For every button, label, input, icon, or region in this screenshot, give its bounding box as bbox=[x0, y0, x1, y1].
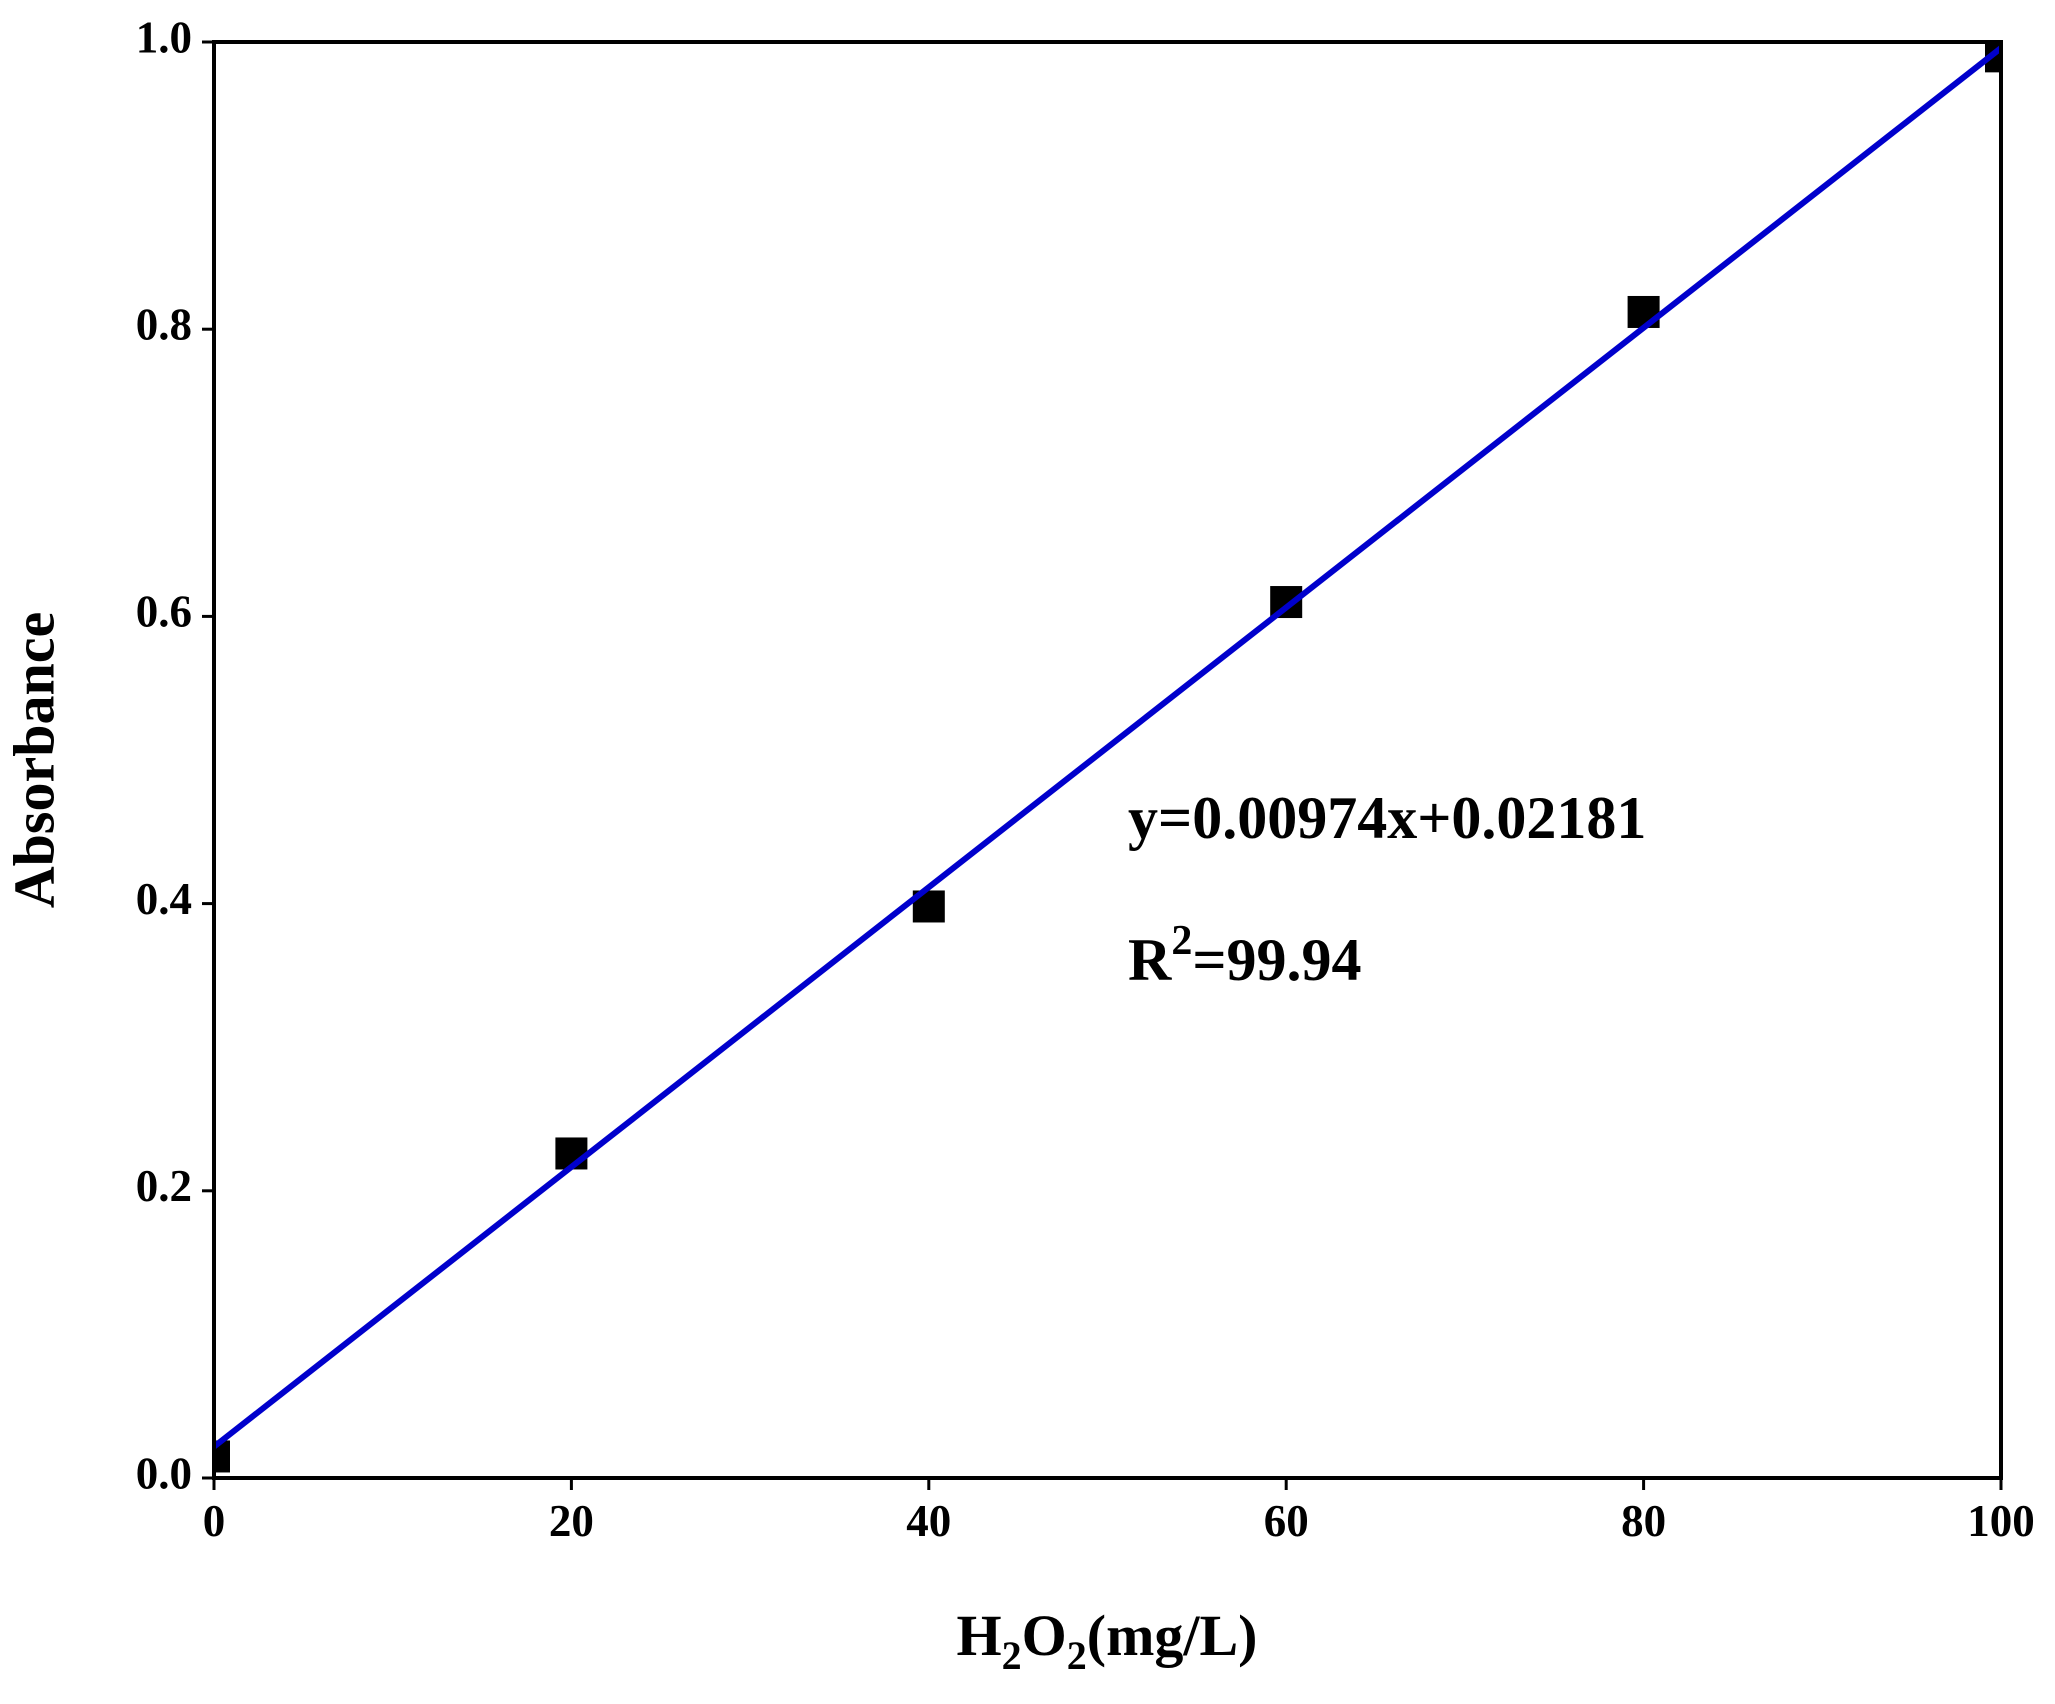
fit-line bbox=[214, 45, 2001, 1450]
y-tick-label: 0.2 bbox=[136, 1161, 192, 1211]
x-axis-label: H2O2(mg/L) bbox=[957, 1603, 1258, 1678]
y-axis-label: Absorbance bbox=[1, 612, 66, 908]
data-point bbox=[214, 1440, 230, 1473]
y-tick-label: 0.8 bbox=[136, 300, 192, 350]
y-tick-label: 0.0 bbox=[136, 1448, 192, 1498]
x-label-part: H bbox=[957, 1603, 1002, 1668]
x-label-sub: 2 bbox=[1002, 1633, 1022, 1678]
x-tick-label: 40 bbox=[906, 1496, 951, 1546]
r2-sup: 2 bbox=[1171, 918, 1192, 964]
plot-frame bbox=[212, 40, 2003, 1480]
r2-part: R bbox=[1128, 927, 1172, 993]
x-tick-label: 60 bbox=[1264, 1496, 1309, 1546]
y-tick-label: 1.0 bbox=[136, 12, 192, 62]
x-label-part: (mg/L) bbox=[1087, 1603, 1258, 1668]
y-tick-label: 0.6 bbox=[136, 587, 192, 637]
x-tick-label: 0 bbox=[203, 1496, 226, 1546]
y-tick-label: 0.4 bbox=[136, 874, 192, 924]
x-tick-label: 20 bbox=[549, 1496, 594, 1546]
x-tick-label: 100 bbox=[1967, 1496, 2035, 1546]
r-squared: R2=99.94 bbox=[1128, 918, 1362, 993]
x-label-sub: 2 bbox=[1067, 1633, 1087, 1678]
r2-part: =99.94 bbox=[1192, 927, 1361, 993]
x-label-part: O bbox=[1022, 1603, 1067, 1668]
equation: y=0.00974x+0.02181 bbox=[1128, 785, 1646, 851]
x-tick-label: 80 bbox=[1621, 1496, 1666, 1546]
data-point bbox=[1627, 295, 1660, 328]
